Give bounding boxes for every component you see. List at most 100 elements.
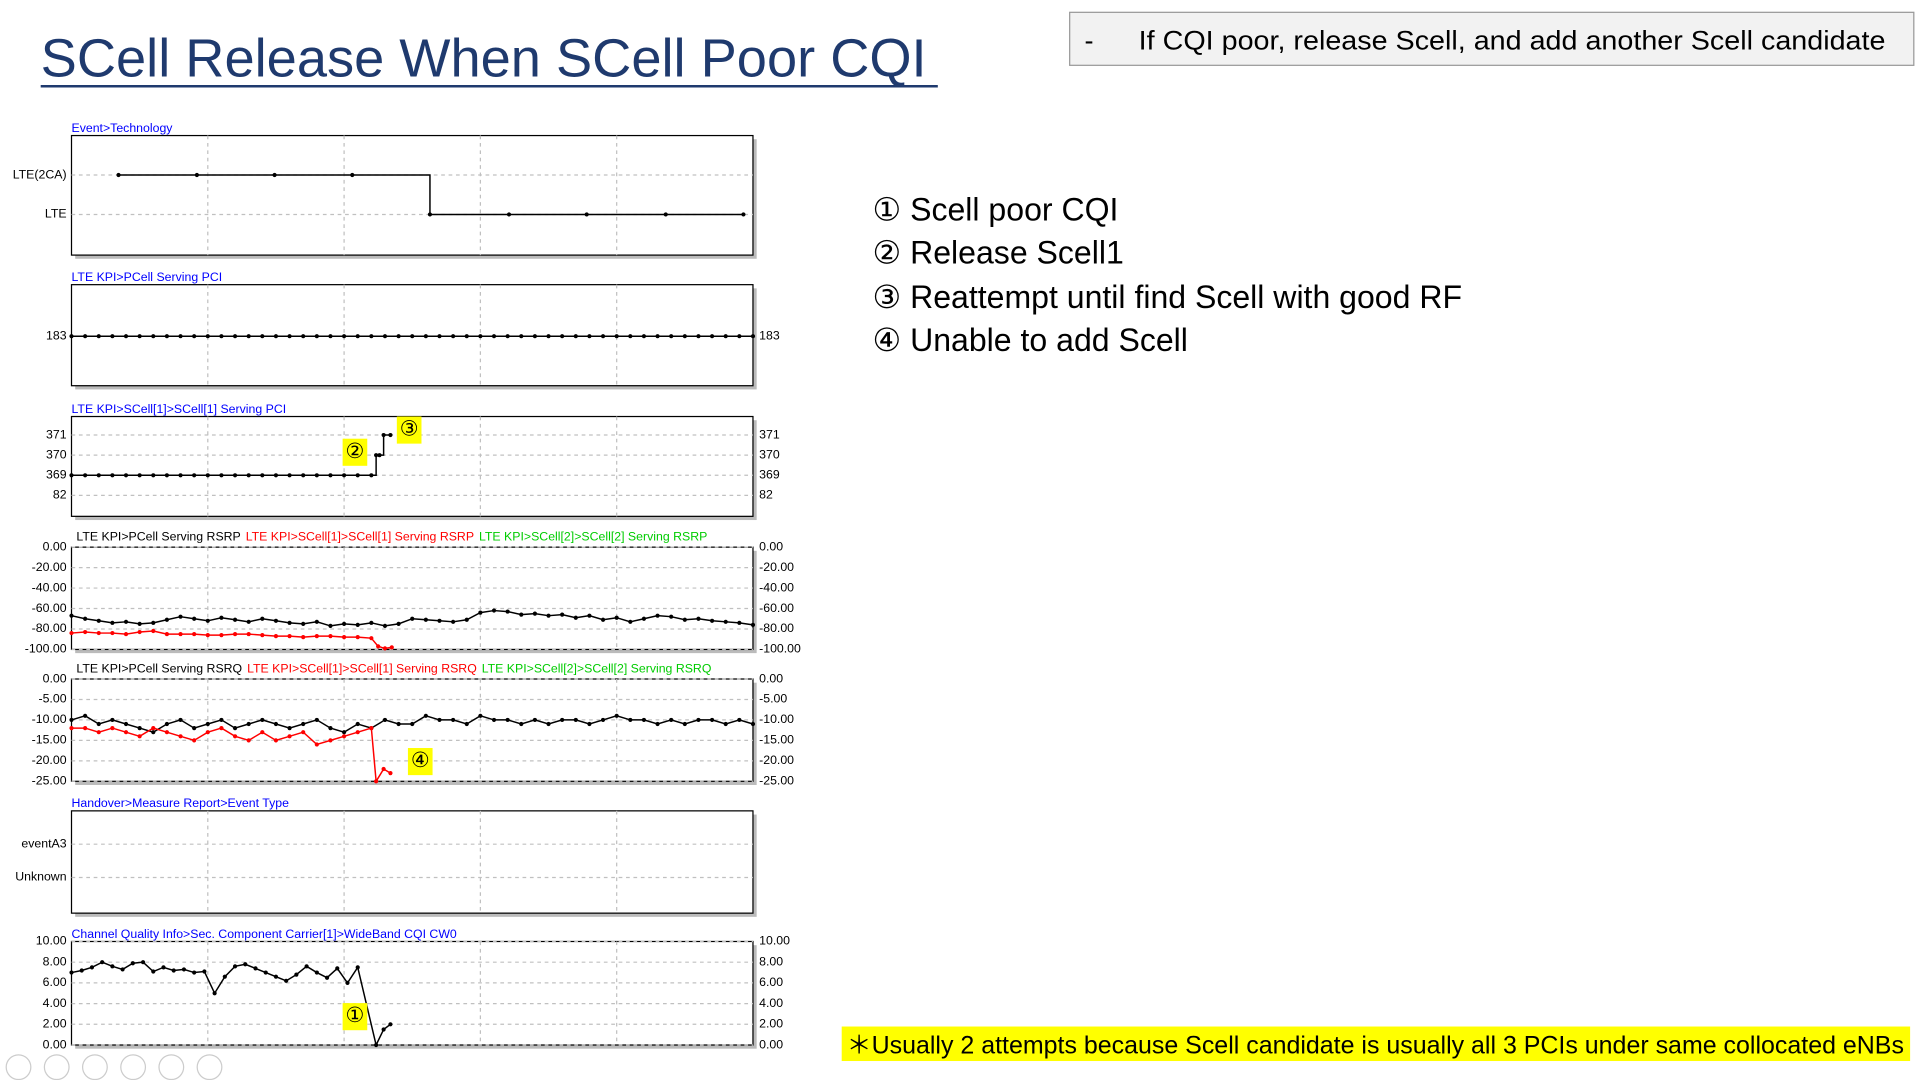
data-point [741,212,746,217]
data-point [750,622,756,627]
data-point [369,636,374,641]
y-tick-label: 370 [46,447,67,461]
data-point [600,717,606,723]
data-point [171,968,176,973]
y2-tick-label: 6.00 [759,975,783,989]
data-point [232,334,238,339]
data-point [192,631,197,637]
data-point [696,334,701,339]
nav-icon[interactable] [120,1054,147,1080]
data-point [287,634,292,639]
y-tick-label: 0.00 [43,539,67,553]
data-point [260,717,265,723]
annotation: ① [346,1004,365,1027]
data-point [96,473,101,478]
note-text: If CQI poor, release Scell, and add anot… [1139,24,1886,55]
data-point [314,634,319,639]
data-point [341,734,347,739]
data-point [205,473,210,478]
data-point [341,730,347,735]
y2-tick-label: 371 [759,427,780,441]
data-point [600,617,606,622]
data-point [219,726,224,731]
data-point [69,473,74,478]
data-point [137,621,142,626]
data-point [641,717,647,723]
data-point [506,212,512,217]
data-point [546,334,551,339]
data-point [294,972,299,977]
panel-title: Channel Quality Info>Sec. Component Carr… [72,927,457,941]
data-point [587,334,592,339]
data-point [381,1027,386,1032]
nav-icon[interactable] [5,1054,32,1080]
data-point [284,978,289,983]
data-point [110,717,115,723]
data-point [164,721,170,727]
data-point [260,616,265,621]
nav-icon[interactable] [196,1054,223,1080]
nav-icon[interactable] [43,1054,70,1080]
y-tick-label: -10.00 [32,712,67,726]
data-point [246,473,251,478]
data-point [164,730,170,735]
data-point [192,473,197,478]
data-point [410,721,415,727]
data-point [505,609,510,614]
data-point [272,172,277,178]
data-point [314,619,319,624]
data-point [69,613,74,618]
data-point [682,721,687,727]
data-point [110,964,115,969]
data-point [287,620,292,625]
data-point [388,771,393,776]
panel [70,810,754,914]
data-point [151,969,156,974]
data-point [723,721,728,727]
data-point [96,618,101,623]
data-point [89,965,95,970]
data-point [341,621,347,626]
data-point [614,713,619,718]
data-point [519,721,524,727]
y2-tick-label: 183 [759,328,780,342]
data-point [178,473,183,478]
data-point [376,644,381,649]
data-point [314,970,319,975]
data-point [478,334,483,339]
data-point [505,334,510,339]
data-point [709,717,715,723]
data-point [369,726,374,731]
y-tick-label: 183 [46,328,67,342]
y-tick-label: -40.00 [32,580,67,594]
panel-title: LTE KPI>PCell Serving PCI [72,270,223,284]
data-point [381,766,386,772]
data-point [164,334,170,339]
y2-tick-label: -15.00 [759,733,794,747]
data-point [123,334,129,339]
data-point [478,610,483,615]
nav-icon[interactable] [81,1054,108,1080]
data-point [628,717,633,723]
data-point [137,629,142,635]
data-point [83,713,88,718]
step: ① Scell poor CQI [873,192,1119,228]
y2-tick-label: -40.00 [759,580,794,594]
data-point [423,713,428,718]
data-point [304,964,309,969]
y-tick-label: LTE(2CA) [13,167,67,181]
nav-icon[interactable] [158,1054,185,1080]
data-point [546,721,551,727]
data-point [151,334,156,339]
data-point [205,730,210,735]
data-point [120,967,125,972]
data-point [243,962,248,967]
y-tick-label: 0.00 [43,671,67,685]
data-point [381,432,386,438]
data-point [253,966,258,971]
y-tick-label: -15.00 [32,733,67,747]
data-point [491,608,497,613]
data-point [212,991,217,996]
data-point [110,726,115,731]
